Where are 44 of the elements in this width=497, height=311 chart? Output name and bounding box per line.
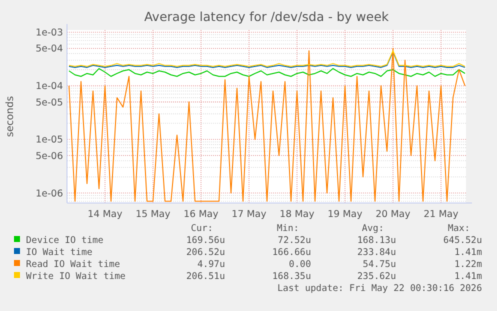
line-series (68, 48, 466, 202)
text: 206.51u (186, 271, 225, 282)
x-tick-label: 15 May (136, 209, 171, 220)
text: Min: (276, 223, 299, 234)
line-series (68, 68, 466, 77)
text: 4.97u (197, 259, 225, 270)
text: 72.52u (278, 235, 311, 246)
text: 645.52u (443, 235, 482, 246)
x-tick-label: 17 May (232, 209, 267, 220)
text: 206.52u (186, 247, 225, 258)
y-tick-label: 1e-05 (36, 134, 63, 146)
legend-label: Read IO Wait time (26, 259, 120, 270)
x-tick-label: 19 May (328, 209, 363, 220)
text: 1.41m (454, 247, 482, 258)
y-tick-label: 5e-05 (36, 97, 63, 108)
y-tick-label: 5e-04 (36, 44, 63, 55)
text: 233.84u (357, 247, 396, 258)
text: Last update: Fri May 22 00:30:16 2026 (277, 283, 482, 294)
legend-label: Device IO time (26, 235, 104, 246)
y-axis-title: seconds (5, 96, 16, 137)
x-tick-label: 16 May (184, 209, 219, 220)
y-tick-label: 5e-06 (36, 150, 63, 162)
text: 54.75u (362, 259, 396, 270)
y-tick-label: 1e-03 (36, 28, 63, 39)
text: 169.56u (186, 235, 225, 246)
text: Avg: (362, 223, 384, 234)
text: Max: (448, 223, 470, 234)
text: 168.35u (272, 271, 311, 282)
chart-title: Average latency for /dev/sda - by week (144, 9, 390, 24)
text: 0.00 (288, 259, 311, 270)
y-tick-label: 1e-04 (36, 81, 63, 92)
x-tick-label: 14 May (88, 209, 123, 220)
text: Cur: (190, 223, 213, 234)
text: 1.41m (454, 271, 482, 282)
x-tick-label: 18 May (280, 209, 315, 220)
legend-label: IO Wait time (26, 247, 92, 258)
text: 168.13u (357, 235, 396, 246)
x-tick-label: 21 May (424, 209, 459, 220)
legend-label: Write IO Wait time (26, 271, 126, 282)
x-tick-label: 20 May (376, 209, 411, 220)
text: 235.62u (357, 271, 396, 282)
text: 1.22m (454, 259, 482, 270)
text: 166.66u (272, 247, 311, 258)
y-tick-label: 1e-06 (36, 188, 63, 200)
